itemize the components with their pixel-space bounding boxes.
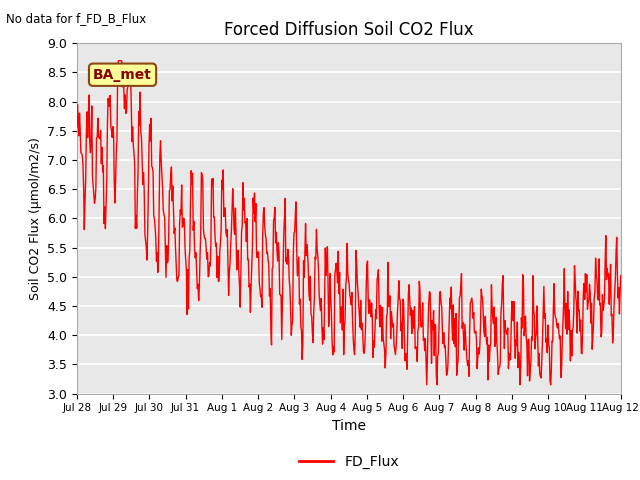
Text: BA_met: BA_met [93, 68, 152, 82]
X-axis label: Time: Time [332, 419, 366, 433]
Text: No data for f_FD_B_Flux: No data for f_FD_B_Flux [6, 12, 147, 25]
Y-axis label: Soil CO2 Flux (μmol/m2/s): Soil CO2 Flux (μmol/m2/s) [29, 137, 42, 300]
Legend: FD_Flux: FD_Flux [293, 449, 404, 474]
Title: Forced Diffusion Soil CO2 Flux: Forced Diffusion Soil CO2 Flux [224, 21, 474, 39]
